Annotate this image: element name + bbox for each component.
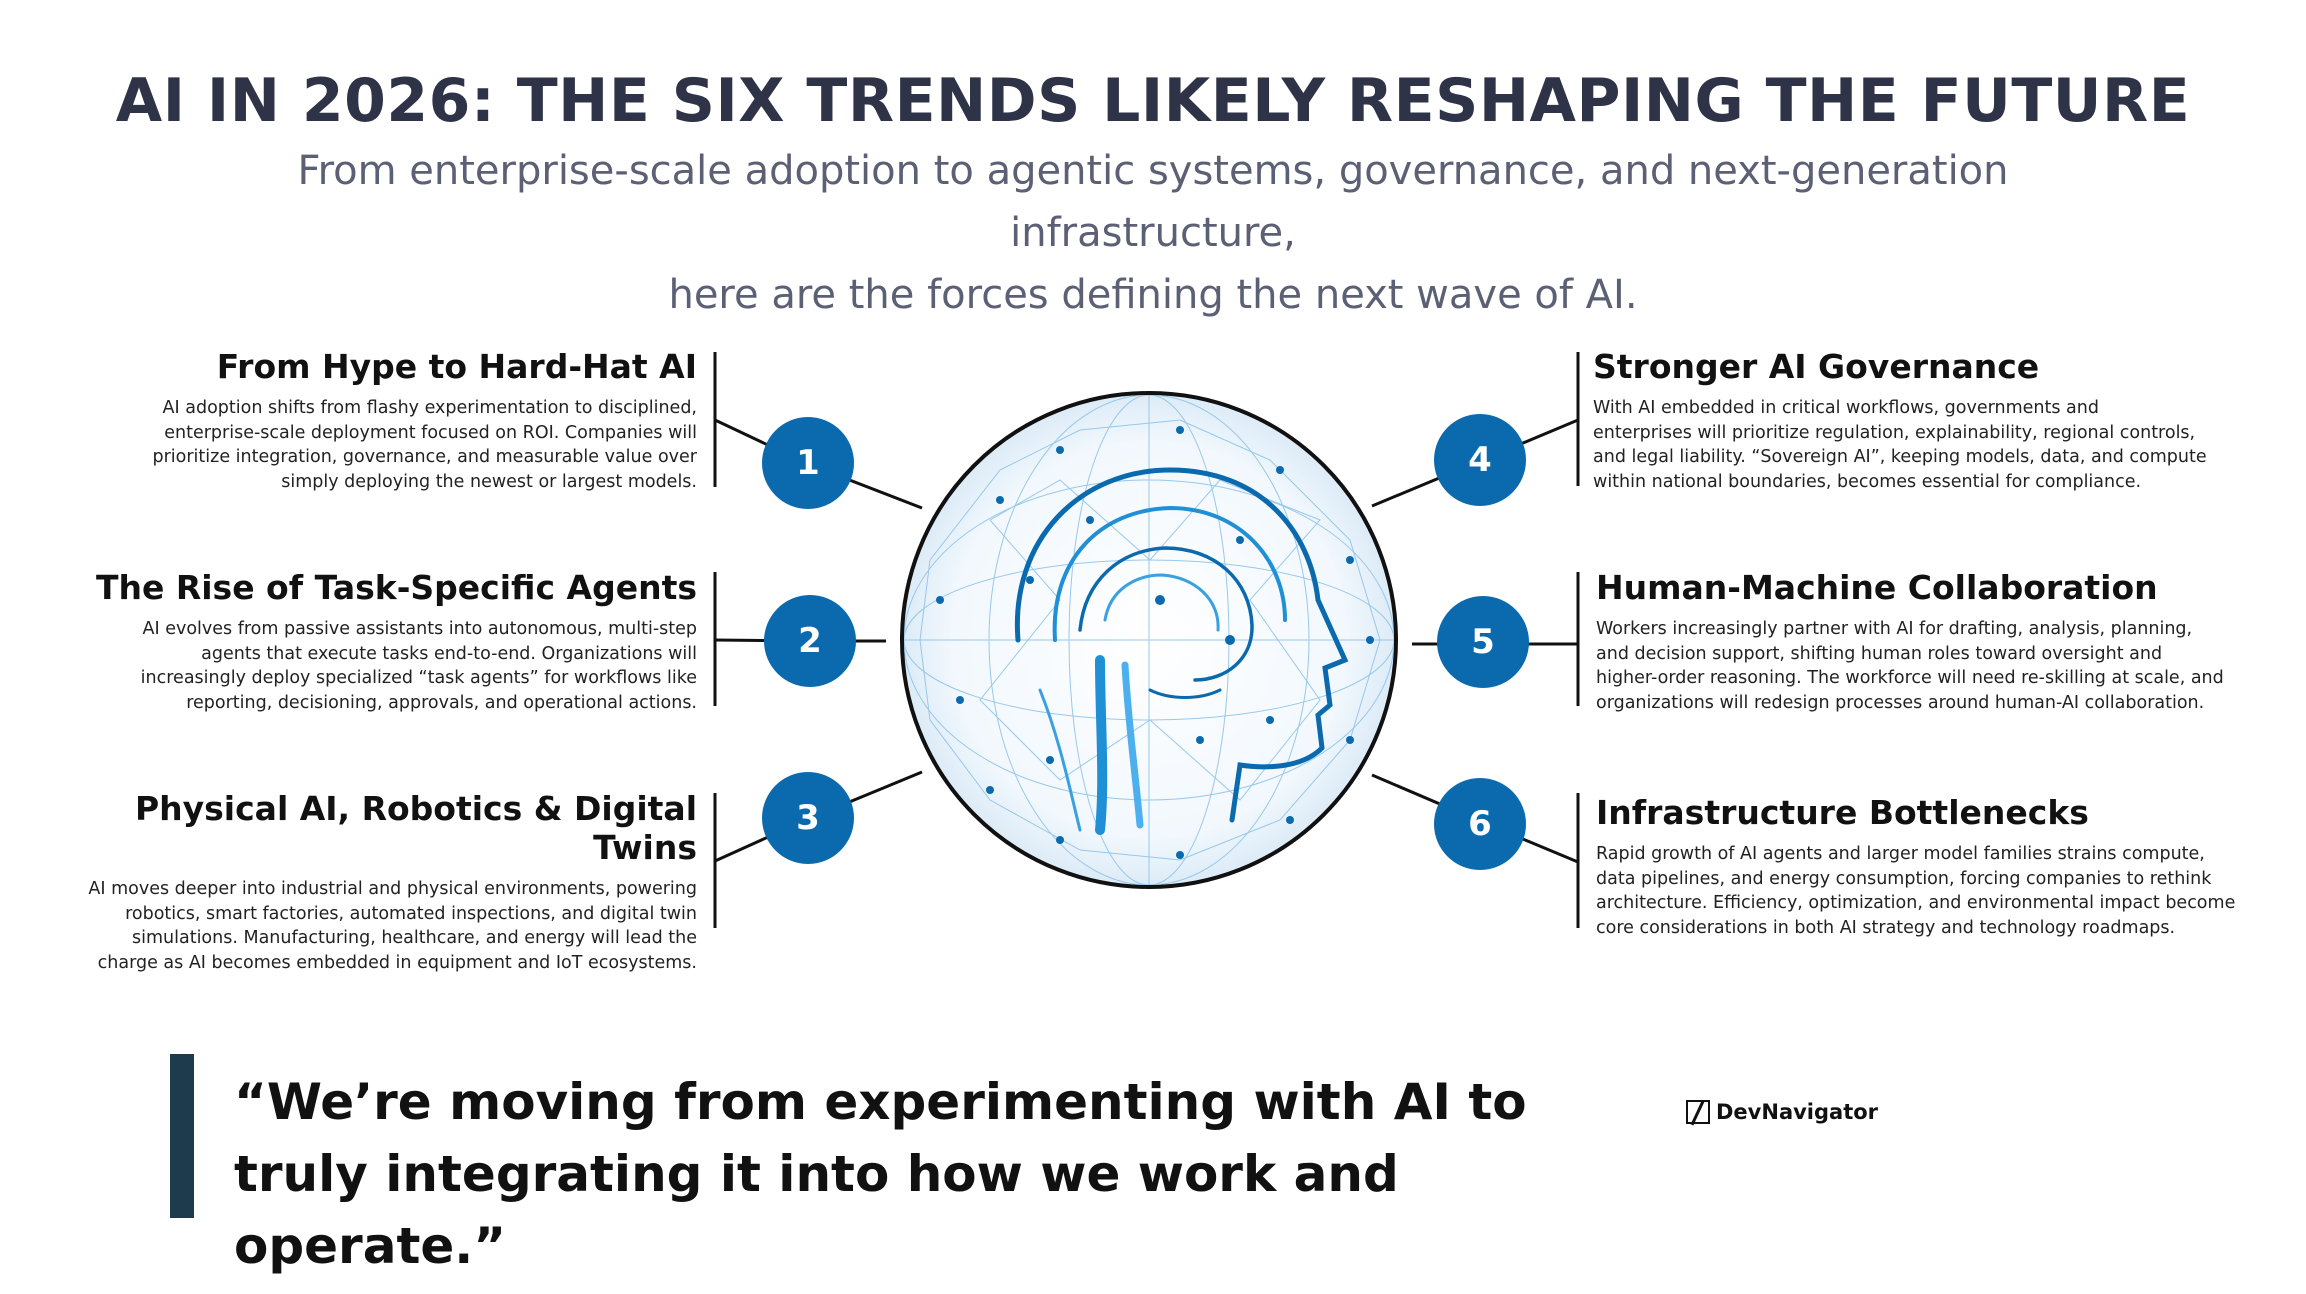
- trend-line: and decision support, shifting human rol…: [1596, 643, 2163, 664]
- trend-line: higher-order reasoning. The workforce wi…: [1596, 668, 2224, 688]
- trend-card-6: Infrastructure Bottlenecks Rapid growth …: [1596, 793, 2256, 940]
- trend-card-1: From Hype to Hard-Hat AI AI adoption shi…: [37, 347, 697, 494]
- trend-title: Infrastructure Bottlenecks: [1596, 793, 2089, 832]
- trend-line: Rapid growth of AI agents and larger mod…: [1596, 844, 2205, 864]
- trend-number-badge: 5: [1437, 596, 1529, 688]
- slash-box-icon: [1686, 1100, 1710, 1124]
- trend-line: within national boundaries, becomes esse…: [1593, 471, 2142, 492]
- trend-line: agents that execute tasks end-to-end. Or…: [201, 643, 697, 664]
- trend-line: AI evolves from passive assistants into …: [142, 619, 698, 639]
- trend-number-badge: 1: [762, 417, 854, 509]
- subtitle-line: here are the forces defining the next wa…: [668, 272, 1638, 318]
- page-title: AI IN 2026: THE SIX TRENDS LIKELY RESHAP…: [115, 66, 2191, 136]
- trend-description: AI adoption shifts from flashy experimen…: [37, 396, 697, 494]
- trend-line: increasingly deploy specialized “task ag…: [140, 668, 697, 688]
- trend-line: AI moves deeper into industrial and phys…: [88, 879, 697, 899]
- quote-line: “We’re moving from experimenting with AI…: [234, 1073, 1527, 1131]
- trend-line: and legal liability. “Sovereign AI”, kee…: [1593, 447, 2207, 467]
- trend-title: Human-Machine Collaboration: [1596, 568, 2158, 607]
- trend-card-4: Stronger AI Governance With AI embedded …: [1593, 347, 2253, 494]
- page-subtitle: From enterprise-scale adoption to agenti…: [153, 140, 2153, 326]
- quote-line: truly integrating it into how we work an…: [234, 1145, 1399, 1275]
- trend-card-5: Human-Machine Collaboration Workers incr…: [1596, 568, 2256, 715]
- trend-line: organizations will redesign processes ar…: [1596, 692, 2205, 713]
- trend-title: Stronger AI Governance: [1593, 347, 2040, 386]
- trend-line: architecture. Efficiency, optimization, …: [1596, 893, 2236, 913]
- subtitle-line: From enterprise-scale adoption to agenti…: [297, 148, 2009, 256]
- trend-description: Rapid growth of AI agents and larger mod…: [1596, 842, 2256, 940]
- trend-number-badge: 2: [764, 595, 856, 687]
- quote-accent-bar: [170, 1054, 194, 1218]
- brand-name: DevNavigator: [1716, 1100, 1879, 1124]
- trend-description: With AI embedded in critical workflows, …: [1593, 396, 2253, 494]
- trend-line: charge as AI becomes embedded in equipme…: [97, 952, 697, 973]
- trend-line: AI adoption shifts from flashy experimen…: [162, 398, 697, 418]
- brand-logo: DevNavigator: [1686, 1100, 1878, 1124]
- trend-line: enterprise-scale deployment focused on R…: [164, 422, 697, 443]
- trend-title: Physical AI, Robotics & Digital Twins: [134, 789, 697, 867]
- trend-number-badge: 3: [762, 772, 854, 864]
- trend-number-badge: 6: [1434, 778, 1526, 870]
- trend-line: simply deploying the newest or largest m…: [281, 471, 697, 492]
- trend-line: enterprises will prioritize regulation, …: [1593, 422, 2196, 443]
- trend-line: data pipelines, and energy consumption, …: [1596, 868, 2212, 889]
- brain-network-sphere-icon: [900, 391, 1398, 889]
- trend-line: Workers increasingly partner with AI for…: [1596, 619, 2193, 639]
- trend-line: simulations. Manufacturing, healthcare, …: [132, 928, 697, 948]
- trend-card-3: Physical AI, Robotics & Digital Twins AI…: [37, 789, 697, 975]
- trend-title: From Hype to Hard-Hat AI: [216, 347, 697, 386]
- trend-description: AI moves deeper into industrial and phys…: [37, 877, 697, 975]
- trend-title: The Rise of Task-Specific Agents: [95, 568, 697, 607]
- trend-line: prioritize integration, governance, and …: [152, 447, 697, 467]
- trend-card-2: The Rise of Task-Specific Agents AI evol…: [37, 568, 697, 715]
- trend-line: With AI embedded in critical workflows, …: [1593, 398, 2099, 418]
- trend-description: AI evolves from passive assistants into …: [37, 617, 697, 715]
- trend-line: reporting, decisioning, approvals, and o…: [186, 692, 697, 713]
- trend-description: Workers increasingly partner with AI for…: [1596, 617, 2256, 715]
- trend-number-badge: 4: [1434, 414, 1526, 506]
- trend-line: robotics, smart factories, automated ins…: [125, 903, 697, 924]
- trend-line: core considerations in both AI strategy …: [1596, 917, 2176, 938]
- pull-quote: “We’re moving from experimenting with AI…: [234, 1066, 1534, 1282]
